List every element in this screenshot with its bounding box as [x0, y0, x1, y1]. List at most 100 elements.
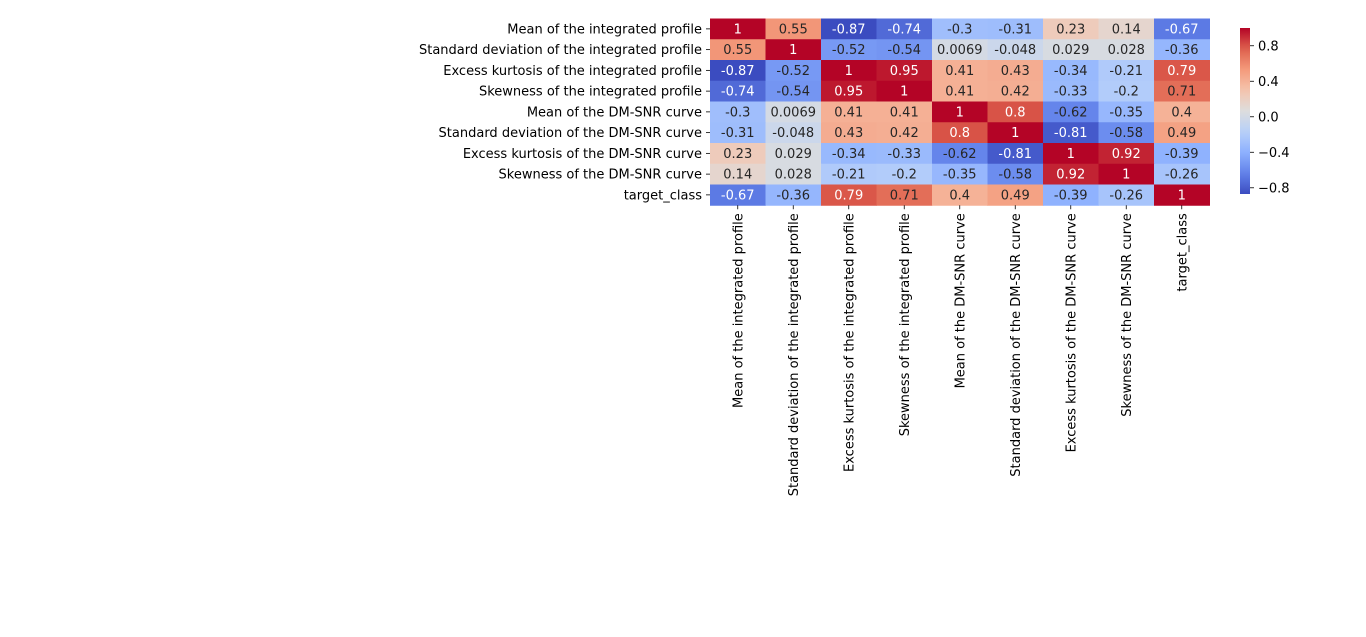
heatmap-cell: [987, 122, 1044, 144]
cell-value-label: 0.41: [834, 105, 863, 120]
cell-value-label: 0.43: [1001, 64, 1030, 79]
cell-value-label: -0.52: [832, 43, 866, 58]
heatmap-cell: [1098, 122, 1155, 144]
colorbar-tick-label: 0.0: [1258, 110, 1279, 125]
cell-value-label: 0.0069: [937, 43, 983, 58]
cell-value-label: 0.23: [1056, 22, 1085, 37]
heatmap-cell: [932, 143, 988, 165]
heatmap-cell: [1154, 101, 1210, 123]
heatmap-cell: [710, 39, 766, 61]
cell-value-label: 0.8: [1005, 105, 1026, 120]
cell-value-label: 0.43: [834, 126, 863, 141]
cell-value-label: -0.74: [887, 22, 921, 37]
cell-value-label: 0.41: [945, 64, 974, 79]
cell-value-label: -0.33: [1054, 85, 1088, 100]
cell-value-label: -0.74: [721, 85, 755, 100]
cell-value-label: 1: [845, 64, 853, 79]
cell-value-label: -0.31: [998, 22, 1032, 37]
cell-value-label: -0.67: [721, 188, 755, 203]
cell-value-label: -0.21: [832, 168, 866, 183]
heatmap-cell: [1098, 80, 1155, 102]
heatmap-cell: [1098, 184, 1155, 206]
cell-value-label: 0.49: [1001, 188, 1030, 203]
cell-value-label: -0.39: [1054, 188, 1088, 203]
heatmap-cell: [932, 184, 988, 206]
heatmap-cell: [765, 143, 822, 165]
heatmap-cell: [987, 60, 1044, 82]
cell-value-label: -0.39: [1165, 147, 1199, 162]
cell-value-label: -0.3: [725, 105, 750, 120]
heatmap-cell: [821, 122, 877, 144]
heatmap-cell: [987, 18, 1044, 40]
cell-value-label: 0.42: [1001, 85, 1030, 100]
heatmap-cell: [876, 163, 933, 185]
heatmap-cell: [987, 143, 1044, 165]
heatmap-cell: [1098, 163, 1155, 185]
cell-value-label: 0.4: [949, 188, 970, 203]
heatmap-cell: [1098, 39, 1155, 61]
heatmap-cell: [765, 60, 822, 82]
heatmap-cell: [987, 163, 1044, 185]
cell-value-label: -0.33: [887, 147, 921, 162]
cell-value-label: 1: [900, 85, 908, 100]
cell-value-label: 0.14: [723, 168, 752, 183]
column-tick-label: target_class: [1175, 213, 1190, 292]
heatmap-cell: [932, 39, 988, 61]
cell-value-label: 1: [1122, 168, 1130, 183]
column-tick-label: Standard deviation of the DM-SNR curve: [1009, 213, 1024, 476]
heatmap-cell: [765, 163, 822, 185]
row-tick-label: target_class: [624, 188, 703, 203]
cell-value-label: 0.92: [1112, 147, 1141, 162]
heatmap-cells: [710, 18, 1210, 206]
heatmap-cell: [1098, 143, 1155, 165]
row-tick-labels: Mean of the integrated profile Standard d…: [419, 22, 710, 203]
heatmap-cell: [987, 39, 1044, 61]
heatmap-cell: [1154, 39, 1210, 61]
cell-value-label: 0.14: [1112, 22, 1141, 37]
cell-value-label: 0.028: [775, 168, 812, 183]
heatmap-cell: [1043, 143, 1099, 165]
cell-value-label: -0.31: [721, 126, 755, 141]
heatmap-cell: [987, 101, 1044, 123]
cell-value-label: -0.62: [943, 147, 977, 162]
heatmap-cell: [1098, 18, 1155, 40]
heatmap-cell: [932, 101, 988, 123]
heatmap-cell: [1154, 163, 1210, 185]
heatmap-cell: [932, 122, 988, 144]
heatmap-cell: [821, 163, 877, 185]
cell-value-label: 0.8: [949, 126, 970, 141]
cell-value-label: -0.048: [772, 126, 814, 141]
colorbar: 0.8 0.4 0.0 −0.4 −0.8: [1240, 28, 1290, 196]
heatmap-cell: [876, 60, 933, 82]
heatmap-cell: [932, 163, 988, 185]
cell-value-label: 0.92: [1056, 168, 1085, 183]
heatmap-cell: [765, 184, 822, 206]
row-tick-label: Mean of the integrated profile: [507, 22, 702, 37]
cell-value-label: -0.54: [887, 43, 921, 58]
cell-value-label: 0.029: [775, 147, 812, 162]
cell-value-label: 1: [1011, 126, 1019, 141]
column-tick-label: Skewness of the integrated profile: [898, 213, 913, 436]
cell-value-label: -0.54: [776, 85, 810, 100]
heatmap-cell: [821, 184, 877, 206]
cell-value-label: -0.34: [832, 147, 866, 162]
colorbar-tick-label: 0.8: [1258, 39, 1279, 54]
cell-value-label: -0.36: [776, 188, 810, 203]
heatmap-cell: [821, 60, 877, 82]
cell-value-label: -0.81: [998, 147, 1032, 162]
heatmap-cell: [710, 80, 766, 102]
cell-value-label: -0.34: [1054, 64, 1088, 79]
heatmap-cell: [821, 39, 877, 61]
heatmap-cell: [932, 18, 988, 40]
heatmap-cell: [821, 101, 877, 123]
heatmap-cell: [1043, 163, 1099, 185]
cell-value-label: -0.35: [943, 168, 977, 183]
heatmap-cell: [932, 80, 988, 102]
cell-value-label: 1: [956, 105, 964, 120]
column-tick-label: Mean of the integrated profile: [731, 213, 746, 408]
heatmap-cell: [1043, 18, 1099, 40]
heatmap-cell: [932, 60, 988, 82]
heatmap-cell: [876, 39, 933, 61]
heatmap-cell: [821, 80, 877, 102]
cell-value-label: 1: [1178, 188, 1186, 203]
